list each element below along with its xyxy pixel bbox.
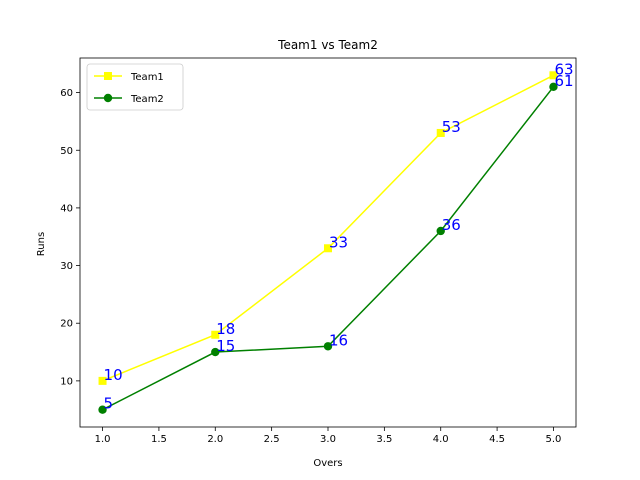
team2-point xyxy=(323,342,333,351)
team1-point xyxy=(211,330,220,339)
team2-data-label: 36 xyxy=(442,216,461,234)
y-tick-label: 30 xyxy=(60,261,73,272)
y-tick-label: 60 xyxy=(60,88,73,99)
x-tick-label: 3.5 xyxy=(376,434,392,445)
team2-point xyxy=(436,226,445,236)
legend-swatch-marker xyxy=(104,72,112,80)
chart-title: Team1 vs Team2 xyxy=(277,38,378,52)
x-axis-ticks: 1.0 1.5 2.0 2.5 3.0 3.5 4.0 4.5 5.0 xyxy=(95,427,562,445)
x-tick-label: 5.0 xyxy=(546,434,562,445)
legend-swatch-marker xyxy=(103,93,113,103)
x-tick-label: 2.5 xyxy=(264,434,280,445)
team1-point xyxy=(98,376,107,385)
x-tick-label: 1.5 xyxy=(151,434,167,445)
legend-label-team1: Team1 xyxy=(130,72,164,83)
y-tick-label: 40 xyxy=(60,203,73,214)
team2-data-label: 15 xyxy=(216,337,235,355)
x-tick-label: 4.5 xyxy=(489,434,505,445)
team2-point xyxy=(98,405,107,414)
team1-data-label: 18 xyxy=(216,320,235,338)
team1-point xyxy=(436,128,445,137)
team2-point xyxy=(211,347,220,357)
x-tick-label: 4.0 xyxy=(433,434,449,445)
team1-data-label: 63 xyxy=(554,60,573,78)
legend-label-team2: Team2 xyxy=(130,94,164,105)
x-tick-label: 1.0 xyxy=(95,434,111,445)
team2-data-label: 61 xyxy=(554,72,573,90)
y-axis-ticks: 10 20 30 40 50 60 xyxy=(60,88,80,387)
team1-point xyxy=(549,71,558,80)
team2-point xyxy=(549,82,558,92)
team2-data-label: 5 xyxy=(104,395,114,413)
team1-data-label: 33 xyxy=(329,233,348,251)
x-tick-label: 2.0 xyxy=(207,434,223,445)
team1-data-label: 53 xyxy=(442,118,461,136)
plot-area: 10 18 33 53 63 5 15 16 36 61 xyxy=(98,60,574,414)
y-tick-label: 20 xyxy=(60,319,73,330)
team2-data-label: 16 xyxy=(329,331,348,349)
legend: Team1 Team2 xyxy=(86,63,184,111)
x-tick-label: 3.0 xyxy=(320,434,336,445)
team1-data-label: 10 xyxy=(104,366,123,384)
y-axis-label: Runs xyxy=(36,232,47,256)
x-axis-label: Overs xyxy=(313,458,342,469)
team1-point xyxy=(324,244,332,253)
y-tick-label: 10 xyxy=(60,376,73,387)
y-tick-label: 50 xyxy=(60,146,73,157)
